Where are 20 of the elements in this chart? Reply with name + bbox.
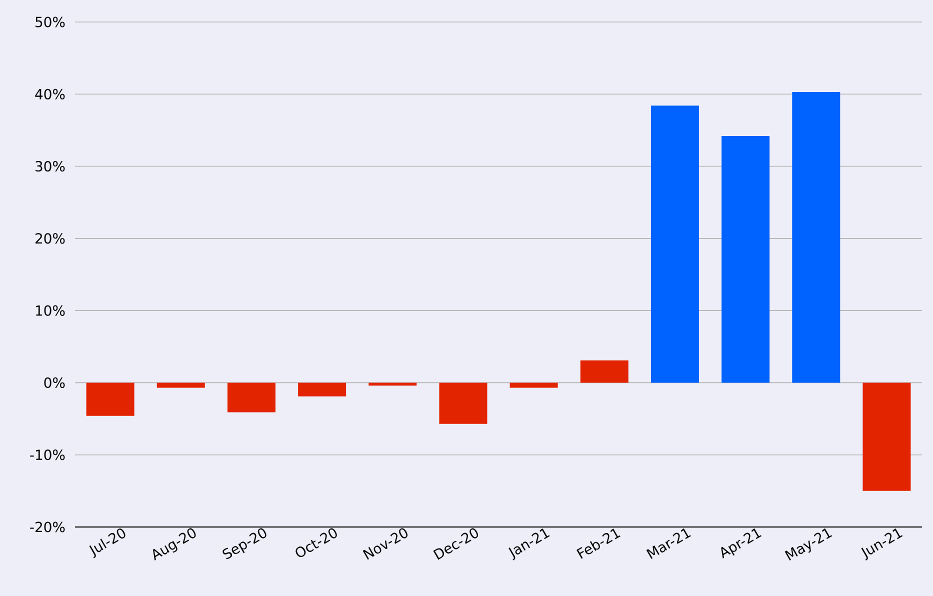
bar — [580, 360, 628, 383]
bar — [722, 136, 770, 383]
y-tick-label: 50% — [36, 16, 65, 28]
y-tick-label: -10% — [30, 450, 65, 460]
bar — [227, 382, 276, 412]
bar — [368, 382, 417, 386]
bar — [792, 92, 840, 383]
y-tick-label: 40% — [35, 88, 65, 100]
bar — [650, 106, 699, 383]
bar — [86, 382, 134, 416]
y-tick-label: -20% — [30, 522, 65, 532]
y-tick-label: 20% — [36, 233, 65, 244]
y-tick-label: 10% — [36, 305, 65, 316]
y-tick-label: 30% — [36, 160, 65, 172]
bar — [510, 382, 558, 388]
bar — [439, 382, 488, 424]
y-tick-label: 0% — [44, 377, 65, 388]
bar — [298, 382, 346, 396]
bar — [862, 382, 911, 491]
bar — [156, 382, 205, 388]
